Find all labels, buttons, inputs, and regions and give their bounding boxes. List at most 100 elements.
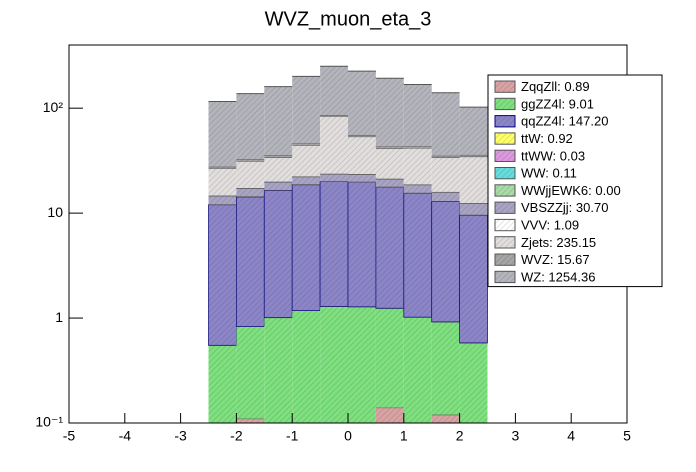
legend-label: VBSZZjj: 30.70 [521, 200, 608, 215]
histogram-segment [263, 189, 293, 319]
histogram-segment [375, 407, 404, 423]
histogram-segment [375, 146, 404, 149]
y-tick-label: 10² [43, 99, 64, 115]
legend-swatch [494, 201, 516, 214]
legend-label: ggZZ4l: 9.01 [521, 96, 594, 111]
histogram-segment [348, 174, 376, 182]
histogram-segment [264, 86, 293, 156]
histogram-segment [375, 78, 404, 147]
histogram-segment [264, 155, 293, 158]
legend-swatch [494, 218, 516, 232]
histogram-segment [236, 161, 265, 189]
legend-label: ZqqZll: 0.89 [521, 79, 590, 94]
legend-label: qqZZ4l: 147.20 [521, 114, 608, 129]
legend-swatch [494, 253, 516, 266]
legend-swatch [494, 167, 516, 180]
x-tick-label: 2 [456, 428, 464, 444]
histogram-segment [320, 173, 348, 182]
histogram-segment [431, 414, 460, 423]
histogram-segment [459, 154, 488, 157]
histogram-segment [208, 166, 237, 169]
legend-swatch [494, 97, 516, 111]
histogram-segment [403, 84, 432, 147]
legend-swatch [494, 184, 516, 197]
histogram-segment [459, 156, 488, 204]
histogram-segment [208, 168, 237, 196]
histogram-segment [236, 188, 265, 197]
histogram-segment [459, 203, 488, 215]
histogram-segment [320, 116, 348, 174]
x-tick-label: 3 [512, 428, 520, 444]
x-tick-label: -3 [174, 428, 187, 444]
legend-label: WW: 0.11 [521, 166, 577, 181]
histogram-segment [319, 181, 349, 307]
histogram-segment [431, 157, 460, 192]
histogram-segment [264, 181, 293, 190]
histogram-segment [292, 145, 321, 177]
histogram-segment [375, 308, 404, 408]
x-tick-label: 1 [400, 428, 408, 444]
x-tick-label: -2 [230, 428, 243, 444]
legend-swatch [494, 149, 516, 162]
histogram-segment [208, 204, 237, 346]
histogram-segment [431, 201, 461, 323]
legend-label: ttWW: 0.03 [521, 148, 585, 163]
histogram-segment [431, 155, 460, 158]
histogram-segment [348, 71, 376, 135]
histogram-segment [459, 214, 488, 344]
histogram-segment [292, 143, 321, 146]
histogram-segment [208, 345, 237, 423]
legend-label: WWjjEWK6: 0.00 [521, 183, 621, 198]
legend-swatch [494, 80, 516, 93]
histogram-segment [375, 186, 405, 309]
histogram-segment [292, 76, 321, 144]
histogram-segment [235, 196, 265, 327]
histogram-segment [431, 321, 460, 415]
chart-title: WVZ_muon_eta_3 [265, 8, 432, 30]
legend-label: VVV: 1.09 [521, 217, 579, 232]
histogram-segment [236, 418, 265, 423]
histogram-segment [375, 148, 404, 179]
histogram-segment [403, 146, 432, 148]
histogram-segment [347, 181, 377, 308]
x-tick-label: -5 [63, 428, 76, 444]
histogram-segment [431, 92, 460, 156]
histogram-segment [459, 342, 488, 423]
histogram-segment [320, 66, 348, 116]
histogram-segment [208, 101, 237, 167]
legend-swatch [494, 270, 516, 284]
histogram-segment [348, 136, 376, 175]
x-tick-label: 5 [623, 428, 631, 444]
x-tick-label: -4 [119, 428, 132, 444]
y-tick-label: 1 [55, 309, 63, 325]
histogram-segment [236, 326, 265, 419]
histogram-segment [208, 195, 237, 205]
legend-swatch [494, 132, 516, 145]
histogram-segment [348, 306, 376, 423]
legend-box [487, 74, 663, 288]
x-tick-label: -1 [286, 428, 299, 444]
histogram-segment [236, 93, 265, 160]
histogram-segment [431, 192, 460, 202]
x-tick-label: 4 [567, 428, 575, 444]
histogram-segment [320, 306, 348, 423]
histogram-segment [236, 159, 265, 162]
histogram-segment [291, 184, 321, 311]
legend-swatch [494, 115, 516, 128]
histogram-segment [320, 115, 348, 117]
histogram-segment [459, 107, 488, 155]
legend-label: WVZ: 15.67 [521, 252, 590, 267]
y-tick-label: 10⁻¹ [35, 414, 63, 430]
histogram-segment [403, 317, 432, 423]
legend-label: Zjets: 235.15 [521, 235, 596, 250]
histogram-segment [403, 192, 433, 318]
x-tick-label: 0 [344, 428, 352, 444]
histogram-segment [292, 310, 321, 423]
histogram-segment [264, 157, 293, 182]
histogram-segment [403, 184, 432, 193]
legend-label: ttW: 0.92 [521, 131, 573, 146]
histogram-segment [264, 317, 293, 423]
histogram-segment [348, 134, 376, 137]
legend-swatch [494, 236, 516, 249]
